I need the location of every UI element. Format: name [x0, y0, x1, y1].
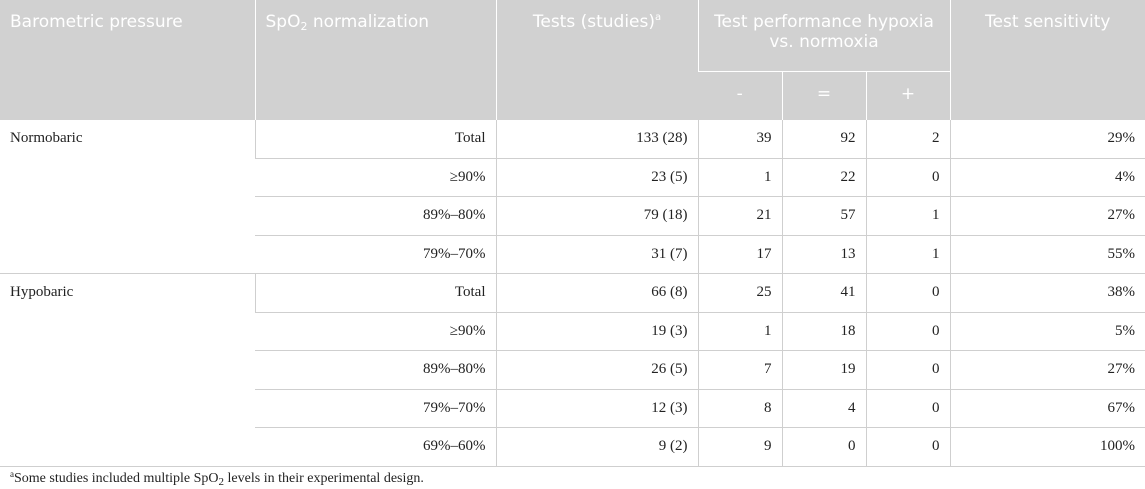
cell-sensitivity: 27%	[949, 350, 1145, 390]
cell-level: 79%–70%	[255, 235, 496, 274]
header-sub-equal: =	[781, 71, 866, 120]
header-sub-plus: +	[865, 71, 950, 120]
table-body: Normobaric Total 133 (28) 39 92 2 29% ≥9…	[0, 120, 1145, 467]
header-tests-studies: Tests (studies)a	[495, 0, 698, 120]
cell-minus: 25	[697, 273, 782, 313]
table-row: ≥90% 19 (3) 1 18 0 5%	[0, 312, 1145, 351]
cell-equal: 57	[781, 196, 866, 236]
table-footnote: aSome studies included multiple SpO2 lev…	[10, 469, 424, 488]
footnote-text-after: levels in their experimental design.	[224, 471, 424, 486]
header-test-sensitivity: Test sensitivity	[949, 0, 1145, 120]
table-header: Barometric pressure SpO2 normalization T…	[0, 0, 1145, 120]
footnote-text-before: Some studies included multiple SpO	[14, 471, 219, 486]
cell-plus: 0	[865, 427, 950, 467]
table-row: 79%–70% 12 (3) 8 4 0 67%	[0, 389, 1145, 428]
cell-level: Total	[254, 273, 496, 313]
group-label-hypobaric: Hypobaric	[0, 273, 255, 467]
cell-plus: 1	[865, 196, 950, 236]
cell-tests: 12 (3)	[495, 389, 698, 428]
cell-minus: 1	[697, 158, 782, 197]
cell-sensitivity: 100%	[949, 427, 1145, 467]
cell-tests: 133 (28)	[495, 120, 698, 159]
cell-tests: 9 (2)	[495, 427, 698, 467]
cell-plus: 0	[865, 158, 950, 197]
header-barometric-pressure: Barometric pressure	[0, 0, 255, 120]
cell-sensitivity: 38%	[949, 273, 1145, 313]
cell-equal: 19	[781, 350, 866, 390]
table-row: Normobaric Total 133 (28) 39 92 2 29%	[0, 120, 1145, 274]
header-tests-footnote-marker: a	[655, 12, 662, 23]
header-spo2-subscript: 2	[300, 20, 308, 33]
cell-tests: 23 (5)	[495, 158, 698, 197]
header-spo2-prefix: SpO	[265, 12, 301, 32]
table-row: 79%–70% 31 (7) 17 13 1 55%	[0, 235, 1145, 274]
cell-level: 69%–60%	[255, 427, 496, 467]
header-test-performance: Test performance hypoxia vs. normoxia	[697, 0, 950, 72]
table-row: ≥90% 23 (5) 1 22 0 4%	[0, 158, 1145, 197]
footnote-subscript: 2	[218, 476, 225, 488]
cell-level: Total	[254, 120, 496, 159]
results-table-container: Barometric pressure SpO2 normalization T…	[0, 0, 1145, 467]
cell-sensitivity: 55%	[949, 235, 1145, 274]
cell-sensitivity: 4%	[949, 158, 1145, 197]
cell-minus: 1	[697, 312, 782, 351]
cell-tests: 19 (3)	[495, 312, 698, 351]
cell-plus: 0	[865, 389, 950, 428]
cell-equal: 18	[781, 312, 866, 351]
cell-plus: 0	[865, 273, 950, 313]
cell-level: ≥90%	[255, 312, 496, 351]
cell-equal: 13	[781, 235, 866, 274]
cell-tests: 26 (5)	[495, 350, 698, 390]
cell-level: 89%–80%	[255, 196, 496, 236]
cell-minus: 8	[697, 389, 782, 428]
results-table: Barometric pressure SpO2 normalization T…	[0, 0, 1145, 467]
cell-level: 89%–80%	[255, 350, 496, 390]
cell-equal: 0	[781, 427, 866, 467]
cell-sensitivity: 29%	[949, 120, 1145, 159]
table-row: 89%–80% 26 (5) 7 19 0 27%	[0, 350, 1145, 390]
header-sub-minus: -	[698, 71, 782, 120]
header-spo2-normalization: SpO2 normalization	[254, 0, 496, 120]
footnote-marker: a	[10, 469, 14, 479]
cell-plus: 0	[865, 350, 950, 390]
table-row: Hypobaric Total 66 (8) 25 41 0 38%	[0, 273, 1145, 467]
cell-minus: 17	[697, 235, 782, 274]
header-tests-label: Tests (studies)	[532, 12, 655, 32]
cell-equal: 4	[781, 389, 866, 428]
table-row: 69%–60% 9 (2) 9 0 0 100%	[0, 427, 1145, 467]
cell-tests: 66 (8)	[495, 273, 698, 313]
cell-sensitivity: 67%	[949, 389, 1145, 428]
header-spo2-suffix: normalization	[307, 12, 430, 32]
cell-tests: 79 (18)	[495, 196, 698, 236]
cell-minus: 21	[697, 196, 782, 236]
cell-equal: 92	[781, 120, 866, 159]
table-row: 89%–80% 79 (18) 21 57 1 27%	[0, 196, 1145, 236]
cell-tests: 31 (7)	[495, 235, 698, 274]
cell-level: ≥90%	[255, 158, 496, 197]
cell-plus: 1	[865, 235, 950, 274]
group-label-normobaric: Normobaric	[0, 120, 255, 274]
cell-equal: 41	[781, 273, 866, 313]
cell-minus: 39	[697, 120, 782, 159]
cell-sensitivity: 5%	[949, 312, 1145, 351]
cell-sensitivity: 27%	[949, 196, 1145, 236]
cell-plus: 2	[865, 120, 950, 159]
cell-minus: 7	[697, 350, 782, 390]
cell-equal: 22	[781, 158, 866, 197]
cell-level: 79%–70%	[255, 389, 496, 428]
cell-minus: 9	[697, 427, 782, 467]
cell-plus: 0	[865, 312, 950, 351]
